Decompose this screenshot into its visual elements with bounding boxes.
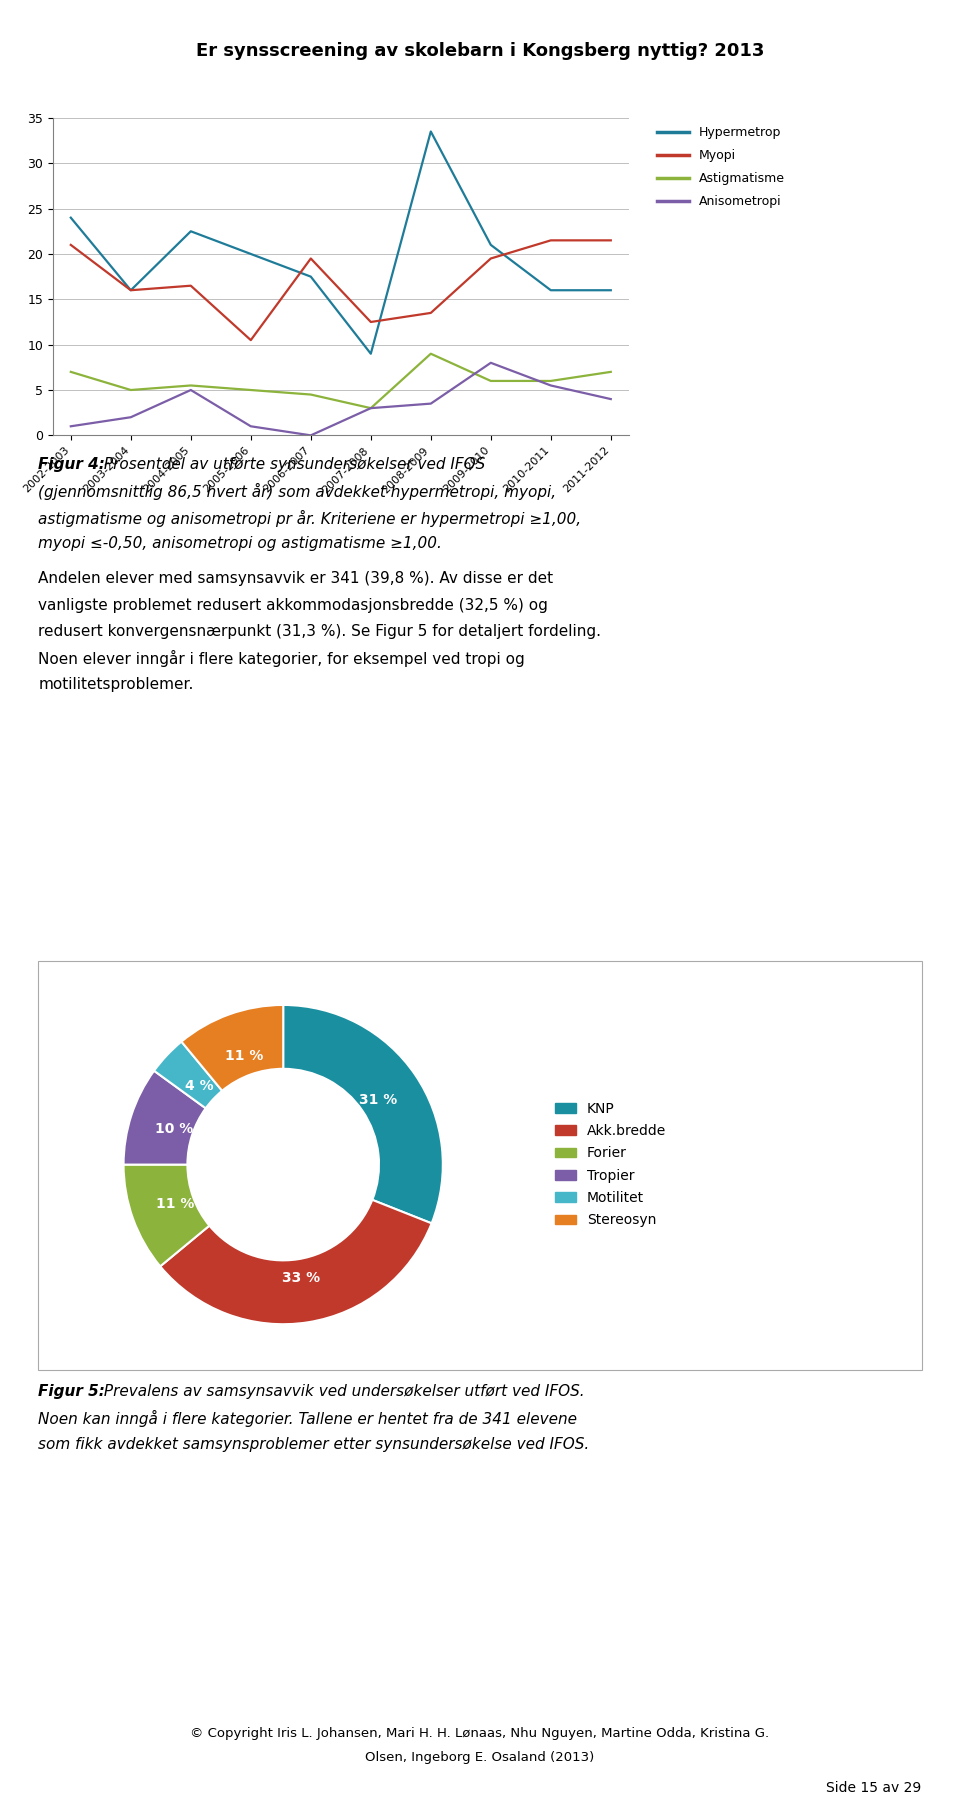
Text: myopi ≤-0,50, anisometropi og astigmatisme ≥1,00.: myopi ≤-0,50, anisometropi og astigmatis… (38, 537, 443, 551)
Text: 31 %: 31 % (359, 1094, 397, 1107)
Text: (gjennomsnittlig 86,5 hvert år) som avdekket hypermetropi, myopi,: (gjennomsnittlig 86,5 hvert år) som avde… (38, 483, 557, 501)
Text: Olsen, Ingeborg E. Osaland (2013): Olsen, Ingeborg E. Osaland (2013) (366, 1751, 594, 1763)
Astigmatisme (425, 343, 437, 365)
Astigmatisme (305, 383, 317, 405)
Text: 4 %: 4 % (185, 1079, 214, 1092)
Hypermetrop (245, 243, 256, 265)
Anisometropi (185, 379, 197, 401)
Anisometropi (485, 352, 496, 374)
Myopi (425, 301, 437, 323)
Anisometropi (65, 415, 77, 437)
Text: Noen elever inngår i flere kategorier, for eksempel ved tropi og: Noen elever inngår i flere kategorier, f… (38, 649, 525, 668)
Legend: Hypermetrop, Myopi, Astigmatisme, Anisometropi: Hypermetrop, Myopi, Astigmatisme, Anisom… (653, 122, 789, 212)
Text: redusert konvergensnærpunkt (31,3 %). Se Figur 5 for detaljert fordeling.: redusert konvergensnærpunkt (31,3 %). Se… (38, 624, 601, 639)
Line: Myopi: Myopi (71, 239, 611, 341)
Wedge shape (160, 1199, 432, 1324)
Text: 11 %: 11 % (225, 1050, 263, 1063)
Anisometropi (365, 397, 376, 419)
Text: Er synsscreening av skolebarn i Kongsberg nyttig? 2013: Er synsscreening av skolebarn i Kongsber… (196, 42, 764, 60)
Text: Figur 5:: Figur 5: (38, 1384, 106, 1399)
Hypermetrop (425, 120, 437, 141)
Text: Andelen elever med samsynsavvik er 341 (39,8 %). Av disse er det: Andelen elever med samsynsavvik er 341 (… (38, 571, 554, 586)
Astigmatisme (605, 361, 616, 383)
Text: Figur 4:: Figur 4: (38, 457, 106, 472)
Anisometropi (245, 415, 256, 437)
Wedge shape (124, 1165, 209, 1266)
Text: vanligste problemet redusert akkommodasjonsbredde (32,5 %) og: vanligste problemet redusert akkommodasj… (38, 597, 548, 613)
Text: 11 %: 11 % (156, 1197, 194, 1210)
Astigmatisme (65, 361, 77, 383)
Astigmatisme (485, 370, 496, 392)
Anisometropi (425, 394, 437, 415)
Wedge shape (283, 1005, 443, 1223)
Text: astigmatisme og anisometropi pr år. Kriteriene er hypermetropi ≥1,00,: astigmatisme og anisometropi pr år. Krit… (38, 510, 582, 526)
Myopi (485, 247, 496, 268)
Astigmatisme (545, 370, 557, 392)
Myopi (305, 247, 317, 268)
Myopi (65, 234, 77, 256)
Text: motilitetsproblemer.: motilitetsproblemer. (38, 677, 194, 691)
Astigmatisme (245, 379, 256, 401)
Hypermetrop (365, 343, 376, 365)
Myopi (185, 274, 197, 296)
Text: 33 %: 33 % (282, 1272, 321, 1284)
Wedge shape (124, 1070, 205, 1165)
Myopi (605, 229, 616, 250)
Text: Prevalens av samsynsavvik ved undersøkelser utført ved IFOS.: Prevalens av samsynsavvik ved undersøkel… (99, 1384, 585, 1399)
Anisometropi (125, 406, 136, 428)
Astigmatisme (365, 397, 376, 419)
Line: Astigmatisme: Astigmatisme (71, 354, 611, 408)
Myopi (245, 330, 256, 352)
Wedge shape (154, 1041, 222, 1108)
Hypermetrop (485, 234, 496, 256)
Text: som fikk avdekket samsynsproblemer etter synsundersøkelse ved IFOS.: som fikk avdekket samsynsproblemer etter… (38, 1437, 589, 1451)
Hypermetrop (545, 279, 557, 301)
Myopi (545, 229, 557, 250)
Myopi (365, 310, 376, 332)
Hypermetrop (125, 279, 136, 301)
Anisometropi (305, 424, 317, 446)
Hypermetrop (605, 279, 616, 301)
Text: Prosentdel av utførte synsundersøkelser ved IFOS: Prosentdel av utførte synsundersøkelser … (99, 457, 485, 472)
Hypermetrop (65, 207, 77, 229)
Astigmatisme (185, 374, 197, 395)
Hypermetrop (185, 219, 197, 241)
Hypermetrop (305, 265, 317, 287)
Text: 10 %: 10 % (155, 1123, 193, 1136)
Legend: KNP, Akk.bredde, Forier, Tropier, Motilitet, Stereosyn: KNP, Akk.bredde, Forier, Tropier, Motili… (549, 1096, 672, 1234)
Text: © Copyright Iris L. Johansen, Mari H. H. Lønaas, Nhu Nguyen, Martine Odda, Krist: © Copyright Iris L. Johansen, Mari H. H.… (190, 1727, 770, 1740)
Astigmatisme (125, 379, 136, 401)
Wedge shape (181, 1005, 283, 1090)
Text: Noen kan inngå i flere kategorier. Tallene er hentet fra de 341 elevene: Noen kan inngå i flere kategorier. Talle… (38, 1411, 577, 1428)
Myopi (125, 279, 136, 301)
Text: Side 15 av 29: Side 15 av 29 (827, 1781, 922, 1796)
Anisometropi (545, 374, 557, 395)
Line: Anisometropi: Anisometropi (71, 363, 611, 435)
Line: Hypermetrop: Hypermetrop (71, 131, 611, 354)
Anisometropi (605, 388, 616, 410)
